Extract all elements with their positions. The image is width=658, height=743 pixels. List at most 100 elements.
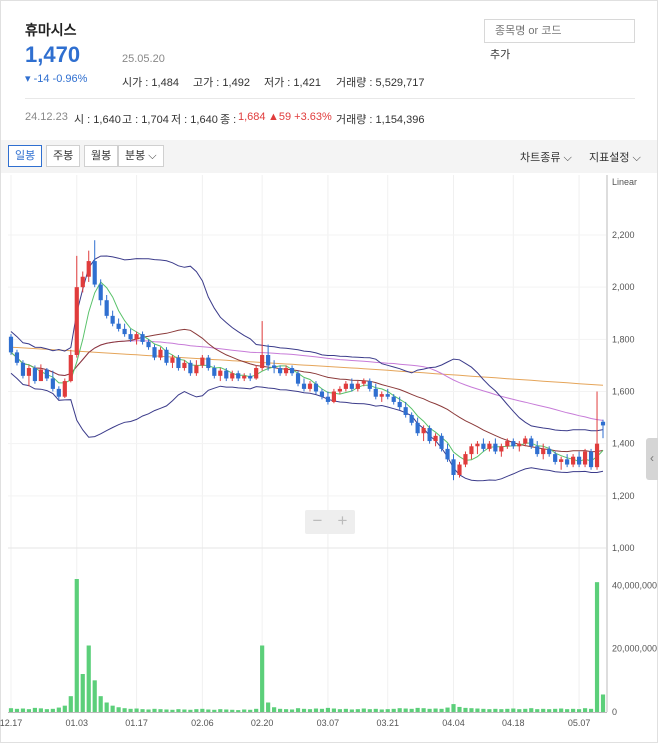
price-tick-label: 1,200 bbox=[612, 491, 635, 501]
volume-bar bbox=[98, 696, 103, 712]
time-tick-label: 02.20 bbox=[251, 718, 274, 728]
volume-bar bbox=[588, 708, 594, 712]
candle-body bbox=[559, 459, 564, 462]
side-panel-toggle[interactable]: ‹ bbox=[646, 438, 658, 480]
search-input[interactable] bbox=[484, 19, 635, 43]
time-tick-label: 02.06 bbox=[191, 718, 214, 728]
volume-bar bbox=[110, 705, 115, 712]
candle-body bbox=[8, 336, 14, 353]
volume-bar bbox=[409, 708, 414, 712]
candle-body bbox=[122, 328, 127, 335]
volume-bar bbox=[277, 708, 283, 712]
volume-bar bbox=[523, 708, 528, 712]
candle-body bbox=[481, 443, 486, 449]
volume-bar bbox=[343, 708, 348, 712]
volume-bar bbox=[331, 708, 337, 712]
volume-bar bbox=[325, 707, 331, 712]
ma5-line bbox=[10, 281, 604, 462]
candle-body bbox=[283, 368, 289, 374]
stock-chart[interactable]: Linear 2,200 2,000 1,800 1,600 1,400 1,200 1,00… bbox=[0, 175, 658, 743]
volume-bar bbox=[439, 708, 444, 712]
candle-body bbox=[535, 446, 540, 455]
volume-bar bbox=[254, 708, 259, 712]
tab-minute[interactable]: 분봉 ⌵ bbox=[118, 145, 164, 167]
hover-low: 저 : 1,640 bbox=[171, 114, 218, 126]
volume-bar bbox=[158, 709, 163, 712]
chart-type-dropdown[interactable]: 차트종류 ⌵ bbox=[520, 152, 572, 164]
volume-bar bbox=[170, 709, 175, 712]
candle-body bbox=[301, 383, 307, 389]
volume-bar bbox=[487, 709, 492, 712]
zoom-in-button[interactable]: + bbox=[337, 511, 348, 530]
volume-bar bbox=[200, 708, 205, 712]
candle-body bbox=[439, 435, 444, 449]
volume-bar bbox=[134, 708, 139, 712]
time-tick-label: 05.07 bbox=[568, 718, 591, 728]
candle-body bbox=[505, 441, 510, 447]
tab-daily[interactable]: 일봉 bbox=[8, 145, 43, 167]
candle-body bbox=[44, 369, 49, 379]
volume-bar bbox=[529, 708, 534, 712]
candle-body bbox=[367, 381, 372, 389]
hover-close: 1,684 bbox=[238, 111, 266, 123]
low-price: 저가 : 1,421 bbox=[264, 77, 321, 89]
volume-bar bbox=[445, 707, 450, 712]
volume-bar bbox=[535, 709, 540, 712]
candle-body bbox=[56, 388, 61, 397]
volume-bar bbox=[433, 708, 438, 712]
volume-bar bbox=[68, 696, 73, 712]
volume-bar bbox=[146, 709, 151, 712]
high-price: 고가 : 1,492 bbox=[193, 77, 250, 89]
scale-label: Linear bbox=[612, 177, 637, 187]
volume-bar bbox=[571, 708, 576, 712]
add-button[interactable]: 추가 bbox=[484, 43, 635, 63]
candle-body bbox=[146, 341, 151, 348]
candle-body bbox=[553, 454, 558, 462]
bollinger-lower-line bbox=[10, 372, 604, 482]
zoom-out-button[interactable]: − bbox=[312, 511, 323, 530]
candle-body bbox=[475, 443, 480, 447]
candle-body bbox=[463, 454, 468, 465]
candle-body bbox=[373, 388, 378, 397]
volume-bar bbox=[594, 582, 600, 712]
price-tick-label: 1,000 bbox=[612, 543, 635, 553]
volume-bar bbox=[242, 709, 247, 712]
candle-body bbox=[236, 373, 241, 379]
candle-body bbox=[397, 401, 402, 408]
volume-bar bbox=[116, 707, 121, 712]
tab-weekly[interactable]: 주봉 bbox=[46, 145, 81, 167]
volume-bar bbox=[301, 708, 307, 712]
candle-body bbox=[582, 451, 588, 465]
volume-bar bbox=[50, 708, 55, 712]
candle-body bbox=[38, 369, 43, 382]
volume-bar bbox=[463, 707, 468, 712]
volume-bar bbox=[176, 709, 181, 712]
candle-body bbox=[158, 349, 163, 358]
stock-name: 휴마시스 bbox=[25, 22, 77, 38]
volume-bar bbox=[8, 708, 14, 712]
candle-body bbox=[517, 443, 522, 447]
tab-monthly[interactable]: 월봉 bbox=[84, 145, 119, 167]
candle-body bbox=[541, 448, 546, 455]
volume-bar bbox=[38, 708, 43, 712]
candle-body bbox=[457, 464, 462, 475]
candle-body bbox=[260, 354, 265, 369]
volume-bar bbox=[74, 579, 79, 712]
candle-body bbox=[164, 349, 169, 363]
candle-body bbox=[248, 375, 253, 379]
volume-bar bbox=[230, 709, 235, 712]
candle-body bbox=[20, 362, 26, 376]
price-tick-label: 1,400 bbox=[612, 439, 635, 449]
candle-body bbox=[68, 354, 73, 382]
candle-body bbox=[565, 459, 570, 465]
candle-body bbox=[206, 357, 211, 369]
zoom-control: − + bbox=[305, 510, 355, 534]
candle-body bbox=[379, 394, 384, 397]
hover-close-label: 종 : bbox=[220, 114, 237, 126]
candle-body bbox=[212, 368, 217, 376]
volume-bar bbox=[499, 709, 504, 712]
candle-body bbox=[194, 365, 199, 374]
indicator-settings-dropdown[interactable]: 지표설정 ⌵ bbox=[589, 152, 641, 164]
candle-body bbox=[254, 368, 259, 379]
candle-body bbox=[272, 365, 277, 369]
